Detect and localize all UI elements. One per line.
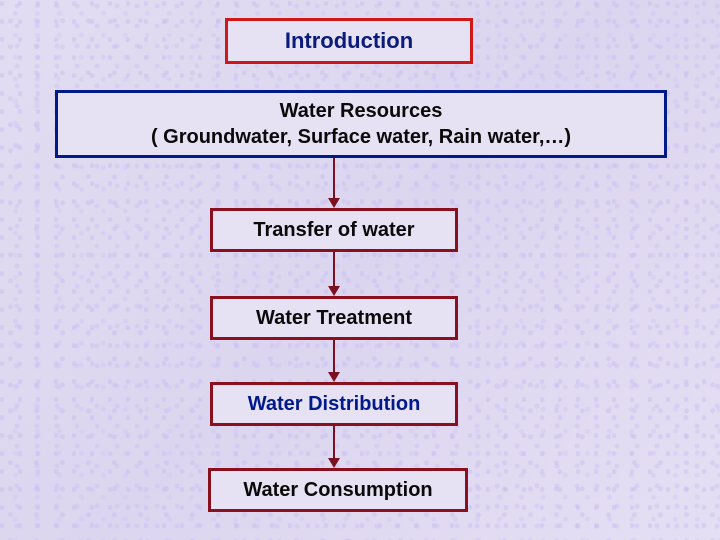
consumption-text: Water Consumption (243, 477, 432, 503)
flow-arrow-1 (328, 158, 340, 208)
title-box: Introduction (225, 18, 473, 64)
distribution-text: Water Distribution (248, 391, 421, 417)
transfer-box: Transfer of water (210, 208, 458, 252)
transfer-text: Transfer of water (253, 217, 414, 243)
water-resources-box: Water Resources ( Groundwater, Surface w… (55, 90, 667, 158)
treatment-box: Water Treatment (210, 296, 458, 340)
distribution-box: Water Distribution (210, 382, 458, 426)
resources-line1: Water Resources (280, 98, 443, 124)
consumption-box: Water Consumption (208, 468, 468, 512)
resources-line2: ( Groundwater, Surface water, Rain water… (151, 124, 571, 150)
slide-background (0, 0, 720, 540)
flow-arrow-2 (328, 252, 340, 296)
treatment-text: Water Treatment (256, 305, 412, 331)
title-text: Introduction (285, 27, 413, 56)
flow-arrow-3 (328, 340, 340, 382)
flow-arrow-4 (328, 426, 340, 468)
